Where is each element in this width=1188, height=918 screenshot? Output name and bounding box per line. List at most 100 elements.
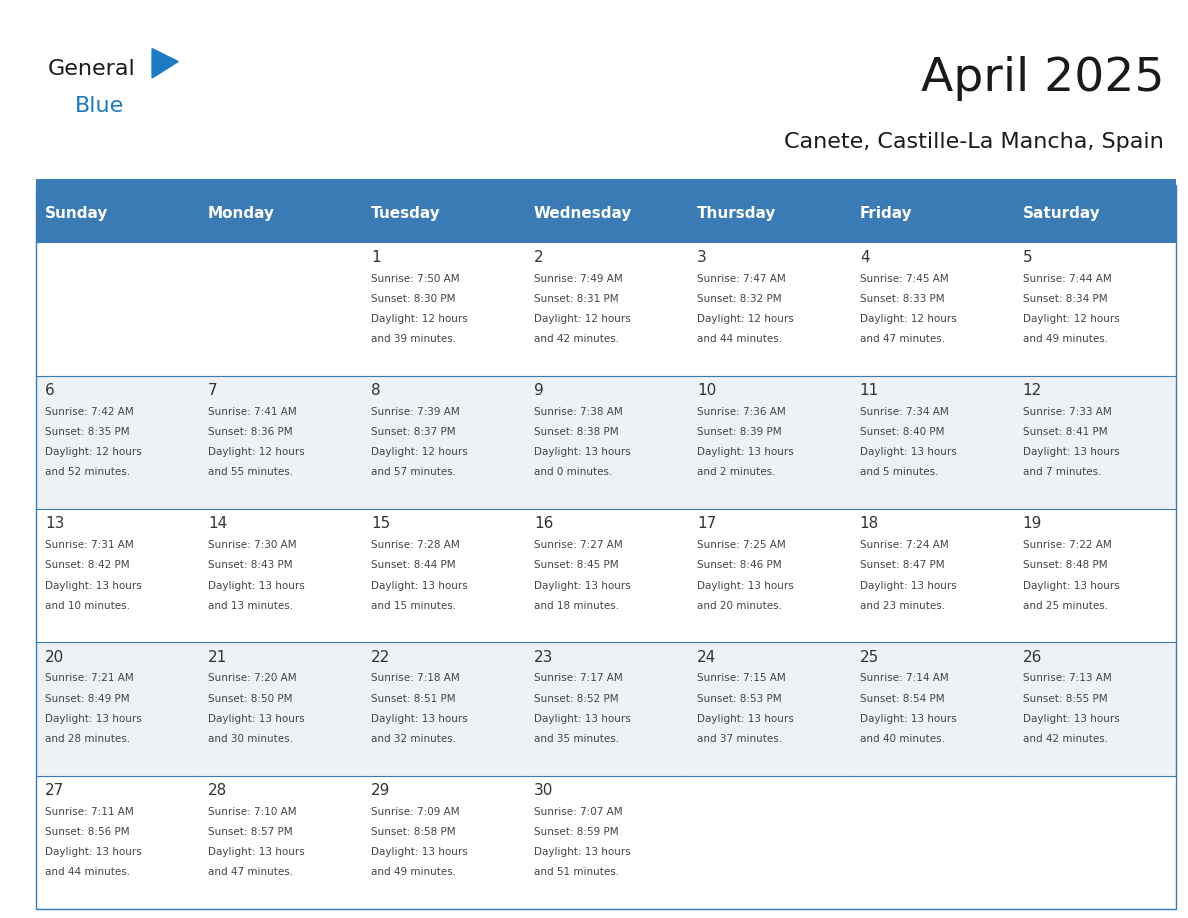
Text: Sunrise: 7:28 AM: Sunrise: 7:28 AM	[371, 540, 460, 550]
Text: Daylight: 13 hours: Daylight: 13 hours	[208, 580, 305, 590]
Bar	[198, 185, 361, 242]
Text: Sunset: 8:42 PM: Sunset: 8:42 PM	[45, 560, 129, 570]
Bar	[361, 643, 524, 776]
Text: Sunset: 8:38 PM: Sunset: 8:38 PM	[533, 427, 619, 437]
Bar	[36, 242, 198, 375]
Bar	[1013, 643, 1176, 776]
Text: 7: 7	[208, 383, 217, 398]
Bar	[361, 509, 524, 643]
Text: and 49 minutes.: and 49 minutes.	[1023, 334, 1108, 344]
Text: Sunset: 8:58 PM: Sunset: 8:58 PM	[371, 827, 456, 837]
Text: 10: 10	[697, 383, 716, 398]
Text: and 44 minutes.: and 44 minutes.	[45, 868, 131, 878]
Text: General: General	[48, 59, 135, 79]
Text: Sunset: 8:51 PM: Sunset: 8:51 PM	[371, 694, 456, 703]
Text: and 18 minutes.: and 18 minutes.	[533, 600, 619, 610]
Text: and 49 minutes.: and 49 minutes.	[371, 868, 456, 878]
Text: and 10 minutes.: and 10 minutes.	[45, 600, 131, 610]
Text: Sunset: 8:57 PM: Sunset: 8:57 PM	[208, 827, 292, 837]
Bar	[36, 643, 198, 776]
Text: Sunset: 8:31 PM: Sunset: 8:31 PM	[533, 294, 619, 304]
Text: Daylight: 13 hours: Daylight: 13 hours	[1023, 714, 1119, 723]
Text: 20: 20	[45, 650, 64, 665]
Text: Sunset: 8:47 PM: Sunset: 8:47 PM	[860, 560, 944, 570]
Text: and 13 minutes.: and 13 minutes.	[208, 600, 293, 610]
Bar	[851, 643, 1013, 776]
Text: 26: 26	[1023, 650, 1042, 665]
Bar	[688, 776, 851, 909]
Text: Sunrise: 7:42 AM: Sunrise: 7:42 AM	[45, 407, 134, 417]
Text: 19: 19	[1023, 516, 1042, 532]
Text: and 0 minutes.: and 0 minutes.	[533, 467, 612, 477]
Text: and 47 minutes.: and 47 minutes.	[860, 334, 944, 344]
Text: Sunrise: 7:11 AM: Sunrise: 7:11 AM	[45, 807, 134, 817]
Text: Daylight: 13 hours: Daylight: 13 hours	[533, 580, 631, 590]
Bar	[1013, 509, 1176, 643]
Text: and 39 minutes.: and 39 minutes.	[371, 334, 456, 344]
Text: 14: 14	[208, 516, 227, 532]
Text: 27: 27	[45, 783, 64, 798]
Text: 22: 22	[371, 650, 390, 665]
Bar	[524, 643, 688, 776]
Text: Daylight: 13 hours: Daylight: 13 hours	[1023, 447, 1119, 457]
Text: Tuesday: Tuesday	[371, 207, 441, 221]
Text: and 37 minutes.: and 37 minutes.	[697, 734, 782, 744]
Text: 21: 21	[208, 650, 227, 665]
Text: Sunset: 8:59 PM: Sunset: 8:59 PM	[533, 827, 619, 837]
Text: Sunset: 8:30 PM: Sunset: 8:30 PM	[371, 294, 455, 304]
Text: Sunrise: 7:50 AM: Sunrise: 7:50 AM	[371, 274, 460, 284]
Text: 15: 15	[371, 516, 390, 532]
Text: Sunrise: 7:45 AM: Sunrise: 7:45 AM	[860, 274, 948, 284]
Bar	[1013, 375, 1176, 509]
Text: Daylight: 13 hours: Daylight: 13 hours	[208, 847, 305, 857]
Text: Sunset: 8:33 PM: Sunset: 8:33 PM	[860, 294, 944, 304]
Bar	[524, 375, 688, 509]
Bar	[851, 375, 1013, 509]
Bar	[198, 643, 361, 776]
Text: Saturday: Saturday	[1023, 207, 1100, 221]
Text: Daylight: 12 hours: Daylight: 12 hours	[45, 447, 141, 457]
Text: and 7 minutes.: and 7 minutes.	[1023, 467, 1101, 477]
Text: Sunset: 8:44 PM: Sunset: 8:44 PM	[371, 560, 456, 570]
Bar	[36, 509, 198, 643]
Text: Sunrise: 7:13 AM: Sunrise: 7:13 AM	[1023, 674, 1112, 683]
Text: Daylight: 13 hours: Daylight: 13 hours	[45, 847, 141, 857]
Text: Sunrise: 7:30 AM: Sunrise: 7:30 AM	[208, 540, 297, 550]
Text: Sunset: 8:35 PM: Sunset: 8:35 PM	[45, 427, 129, 437]
Bar	[36, 776, 198, 909]
Text: Sunset: 8:48 PM: Sunset: 8:48 PM	[1023, 560, 1107, 570]
Text: Sunset: 8:41 PM: Sunset: 8:41 PM	[1023, 427, 1107, 437]
Text: Sunrise: 7:34 AM: Sunrise: 7:34 AM	[860, 407, 948, 417]
Text: Canete, Castille-La Mancha, Spain: Canete, Castille-La Mancha, Spain	[784, 132, 1164, 152]
Bar	[524, 509, 688, 643]
Text: Daylight: 13 hours: Daylight: 13 hours	[45, 580, 141, 590]
Text: and 42 minutes.: and 42 minutes.	[533, 334, 619, 344]
Bar	[361, 242, 524, 375]
Bar	[688, 185, 851, 242]
Text: Friday: Friday	[860, 207, 912, 221]
Bar	[361, 776, 524, 909]
Bar	[198, 509, 361, 643]
Text: and 5 minutes.: and 5 minutes.	[860, 467, 939, 477]
Text: Sunrise: 7:18 AM: Sunrise: 7:18 AM	[371, 674, 460, 683]
Text: Daylight: 12 hours: Daylight: 12 hours	[697, 314, 794, 324]
Bar	[524, 776, 688, 909]
Bar	[688, 242, 851, 375]
Bar	[851, 509, 1013, 643]
Text: Daylight: 12 hours: Daylight: 12 hours	[371, 314, 468, 324]
Text: Sunrise: 7:10 AM: Sunrise: 7:10 AM	[208, 807, 297, 817]
Text: 23: 23	[533, 650, 554, 665]
Text: and 55 minutes.: and 55 minutes.	[208, 467, 293, 477]
Text: Sunrise: 7:38 AM: Sunrise: 7:38 AM	[533, 407, 623, 417]
Text: 1: 1	[371, 250, 380, 264]
Text: 25: 25	[860, 650, 879, 665]
Bar	[1013, 776, 1176, 909]
Text: Sunset: 8:39 PM: Sunset: 8:39 PM	[697, 427, 782, 437]
Text: 4: 4	[860, 250, 870, 264]
Text: Sunrise: 7:22 AM: Sunrise: 7:22 AM	[1023, 540, 1112, 550]
Text: Daylight: 13 hours: Daylight: 13 hours	[860, 447, 956, 457]
Text: Sunrise: 7:15 AM: Sunrise: 7:15 AM	[697, 674, 785, 683]
Text: Sunset: 8:45 PM: Sunset: 8:45 PM	[533, 560, 619, 570]
Bar	[851, 242, 1013, 375]
Text: Sunday: Sunday	[45, 207, 108, 221]
